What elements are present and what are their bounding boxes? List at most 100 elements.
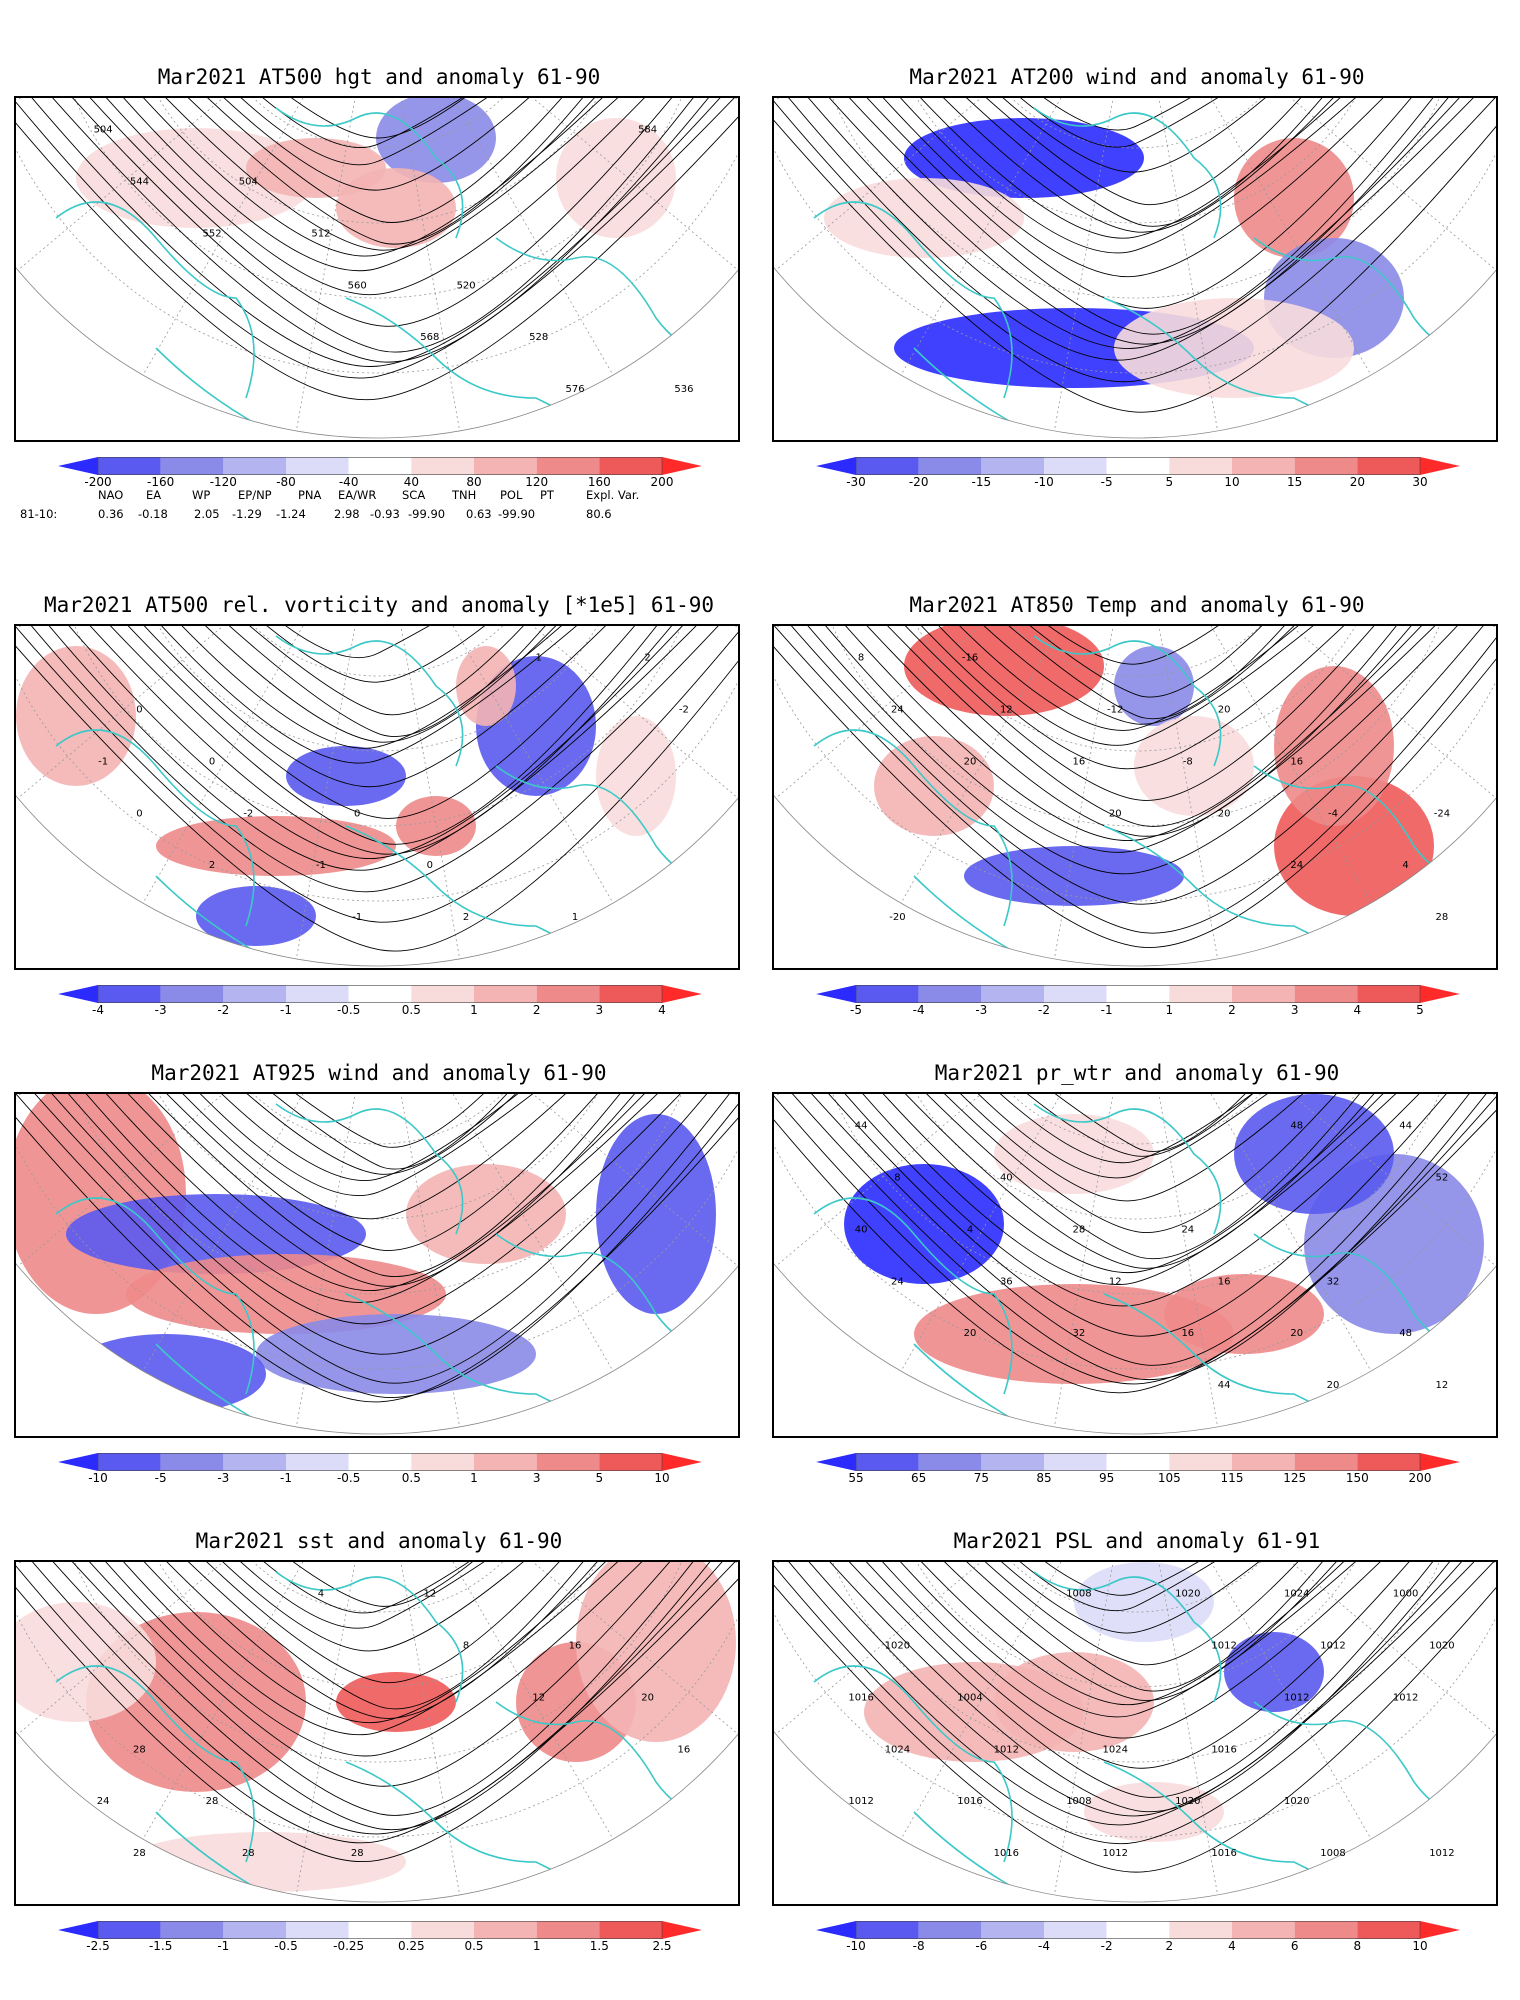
colorbar-bar <box>58 985 702 1003</box>
colorbar-label: 0.25 <box>397 1939 425 1953</box>
panel-prwtr: Mar2021 pr_wtr and anomaly 61-90 24 32 48 4… <box>772 1058 1502 1485</box>
contour-line <box>81 1094 675 1278</box>
contour-label: 20 <box>1109 808 1122 819</box>
contour-label: 1020 <box>1284 1796 1309 1807</box>
colorbar-label: -15 <box>971 475 992 489</box>
colorbar-label: -0.5 <box>336 1003 361 1017</box>
colorbar-label: 10 <box>1224 475 1240 489</box>
contour-label: 32 <box>1327 1276 1340 1287</box>
anomaly-shading <box>994 1114 1154 1194</box>
contour-label: 2 <box>644 653 650 664</box>
contour-label: 28 <box>351 1848 364 1859</box>
colorbar-label: 120 <box>525 475 549 489</box>
contour-line <box>153 626 603 737</box>
contour-label: 16 <box>678 1744 691 1755</box>
contour-line <box>16 1562 738 1862</box>
coastline <box>913 347 1075 438</box>
index-value: -99.90 <box>408 507 446 521</box>
colorbar-label: 30 <box>1412 475 1428 489</box>
contour-label: 568 <box>420 332 439 343</box>
contour-line <box>821 1562 1451 1739</box>
colorbar-label: -20 <box>908 475 929 489</box>
coastline <box>1033 635 1222 767</box>
contour-line <box>63 98 693 272</box>
anomaly-shading <box>406 1164 566 1264</box>
colorbar-label: 4 <box>1353 1003 1362 1017</box>
contour-line <box>911 1562 1361 1666</box>
colorbar-label: -1 <box>280 1003 292 1017</box>
contour-label: 44 <box>1399 1121 1412 1132</box>
colorbar: 55 65 75 85 95 105 115 125 150 200 <box>816 1453 1460 1485</box>
colorbar-end-high <box>662 457 702 475</box>
anomaly-shading <box>904 118 1144 198</box>
contour-label: 52 <box>1436 1173 1449 1184</box>
map-frame: 28 28 28 12 16 20 24 28 4 8 12 16 28 <box>14 1560 740 1906</box>
contour-label: -16 <box>962 653 978 664</box>
colorbar-bar <box>816 1453 1460 1471</box>
map-frame: 20 16 -24 -20 -16 -12 -8 -4 4 8 12 16 20 24 28 24 20 20 <box>772 624 1498 970</box>
contour-line <box>16 1094 738 1384</box>
contour-line <box>153 1562 603 1652</box>
contour-line <box>929 98 1343 173</box>
colorbar-cell <box>536 985 600 1003</box>
contour-label: 24 <box>891 1276 904 1287</box>
contour-label: 28 <box>133 1744 146 1755</box>
contour-label: 20 <box>1218 808 1231 819</box>
contour-line <box>16 98 738 363</box>
colorbar: -5 -4 -3 -2 -1 1 2 3 4 5 <box>816 985 1460 1017</box>
contour-line <box>45 1094 711 1292</box>
contour-line <box>27 1562 729 1787</box>
contour-label: 12 <box>423 1589 436 1600</box>
contour-label: 16 <box>569 1641 582 1652</box>
contour-line <box>774 626 1496 934</box>
contour-line <box>803 1562 1469 1769</box>
colorbar-cell <box>1232 1453 1295 1471</box>
contour-line <box>875 1094 1397 1234</box>
panel-title: Mar2021 AT200 wind and anomaly 61-90 <box>909 65 1365 89</box>
contour-line <box>16 1094 738 1403</box>
colorbar-cell <box>599 457 662 475</box>
colorbar-end-high <box>1420 985 1460 1003</box>
contour-line <box>821 1094 1451 1274</box>
index-header-row: NAO EA WP EP/NP PNA EA/WR SCA TNH POL PT… <box>20 486 660 505</box>
anomaly-shading <box>1224 1632 1324 1712</box>
colorbar-cell <box>1294 1453 1358 1471</box>
colorbar-label: 1 <box>532 1939 541 1953</box>
anomaly-shading <box>874 736 994 836</box>
contour-label: 1016 <box>957 1796 982 1807</box>
panel-title: Mar2021 pr_wtr and anomaly 61-90 <box>934 1061 1340 1085</box>
colorbar-cell <box>411 985 474 1003</box>
contour-line <box>965 626 1307 665</box>
contour-line <box>207 626 549 658</box>
contour-label: 48 <box>1290 1121 1303 1132</box>
contour-line <box>803 626 1469 837</box>
colorbar-cell <box>1357 1453 1420 1471</box>
contour-label: 24 <box>1181 1224 1194 1235</box>
colorbar-cell <box>286 457 349 475</box>
coastline <box>1033 107 1222 239</box>
contour-label: -2 <box>243 808 253 819</box>
colorbar-label: -40 <box>338 475 359 489</box>
colorbar-cell <box>223 985 286 1003</box>
coastline <box>155 347 317 438</box>
colorbar-label: -4 <box>1038 1939 1050 1953</box>
contour-label: 16 <box>1290 756 1303 767</box>
anomaly-shading <box>1274 666 1394 826</box>
contour-line <box>63 1562 693 1736</box>
index-values-row: 81-10: 0.36 -0.18 2.05 -1.29 -1.24 2.98 … <box>20 505 660 524</box>
contour-line <box>947 1094 1325 1157</box>
colorbar-end-low <box>58 457 98 475</box>
contour-label: 1 <box>536 653 542 664</box>
contour-line <box>81 626 675 788</box>
contour-line <box>81 1562 675 1724</box>
contour-line <box>774 626 1496 905</box>
panel-temp850: Mar2021 AT850 Temp and anomaly 61-90 20 1… <box>772 590 1502 1017</box>
colorbar-cell <box>1232 1921 1295 1939</box>
teleconnection-index-table: NAO EA WP EP/NP PNA EA/WR SCA TNH POL PT… <box>20 486 660 524</box>
colorbar-cell <box>536 457 600 475</box>
anomaly-shading <box>1164 1274 1324 1354</box>
contour-label: 20 <box>1290 1328 1303 1339</box>
colorbar-label: 4 <box>1228 1939 1236 1953</box>
contour-line <box>99 98 657 251</box>
contour-line <box>99 626 657 764</box>
